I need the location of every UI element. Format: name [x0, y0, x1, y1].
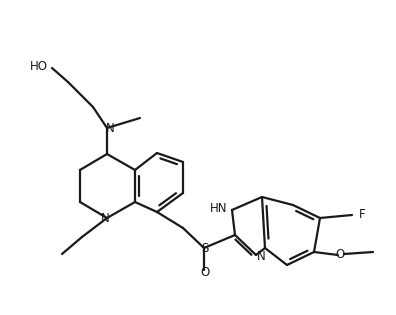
Text: N: N [106, 122, 114, 135]
Text: N: N [257, 249, 266, 262]
Text: O: O [335, 248, 345, 261]
Text: N: N [101, 211, 109, 225]
Text: HO: HO [30, 60, 48, 72]
Text: HN: HN [209, 203, 227, 215]
Text: S: S [201, 242, 209, 255]
Text: F: F [359, 209, 366, 221]
Text: O: O [200, 266, 209, 279]
